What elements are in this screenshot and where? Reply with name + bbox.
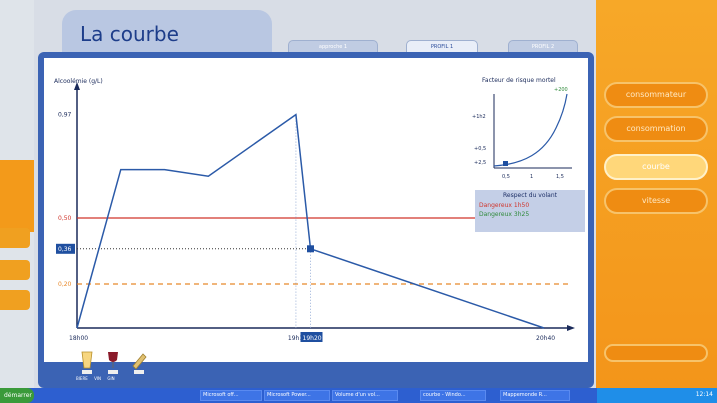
menu-consommation-button[interactable]: consommation [604,116,708,142]
main-window: La courbe approche 1 PROFIL 1 PROFIL 2 A… [38,10,594,388]
x-tick-highlight [300,332,323,342]
system-tray: 12:14 [597,388,717,403]
bottle-icon[interactable] [130,350,148,376]
y-tick-labels: 0,97 0,50 0,36 0,20 [56,112,75,288]
current-point-marker [307,245,314,253]
x-tick-label-0: 18h00 [69,335,88,342]
menu-bottom-button[interactable] [604,344,708,362]
legend-box: Respect du volant Dangereux 1h50 Dangere… [475,190,585,232]
y-tick-highlight [56,243,75,254]
chart-area: Alcoolémie (g/L) 0,97 0,50 0,36 0,20 18h00 1… [44,58,588,362]
x-tick-label-3: 20h40 [536,335,555,342]
drink-label-beer: BIERE [76,376,88,381]
risk-x-label-2: 1 [530,174,533,180]
risk-chart-top-label: +200 [554,87,568,93]
beer-glass-icon[interactable] [78,350,96,376]
legend-title: Respect du volant [502,192,557,199]
background-button-1[interactable] [0,228,30,248]
y-axis-label: Alcoolémie (g/L) [54,78,103,85]
risk-curve [493,93,568,167]
background-button-3[interactable] [0,290,30,310]
risk-y-label-2: +0,5 [474,146,486,152]
taskbar-item-4[interactable]: courbe - Windo... [420,390,486,401]
menu-courbe-button[interactable]: courbe [604,154,708,180]
drink-label-wine: VIN [94,376,102,381]
taskbar: démarrer Microsoft off... Microsoft Powe… [0,388,717,403]
guide-lines [77,114,311,328]
risk-x-label-3: 1,5 [556,174,564,180]
content-frame: Alcoolémie (g/L) 0,97 0,50 0,36 0,20 18h00 1… [38,52,594,388]
menu-vitesse-button[interactable]: vitesse [604,188,708,214]
y-tick-label-0: 0,97 [58,112,72,119]
taskbar-item-2[interactable]: Microsoft Power... [264,390,330,401]
right-navigation-panel: consommateur consommation courbe vitesse [596,0,717,388]
risk-y-label-1: +1h2 [472,114,486,120]
y-tick-label-2: 0,36 [58,246,72,253]
y-axis-arrow [74,82,80,90]
alcohol-curve-line [76,113,545,329]
risk-y-label-3: +2,5 [474,160,486,166]
x-tick-label-1: 19h15 [288,335,307,342]
risk-marker [503,161,508,166]
taskbar-item-1[interactable]: Microsoft off... [200,390,262,401]
background-window-strip [0,0,34,388]
drink-label-gin: GIN [107,376,115,381]
drink-labels: BIERE VIN GIN [76,376,156,381]
start-button[interactable]: démarrer [0,388,34,403]
wine-glass-icon[interactable] [104,350,122,376]
risk-x-label-1: 0,5 [502,174,510,180]
legend-item-red: Dangereux 1h50 [479,202,530,209]
background-orange-panel [0,160,34,232]
x-tick-label-2: 19h20 [303,335,322,342]
legend-item-green: Dangereux 3h25 [479,211,530,218]
x-axis-arrow [567,325,575,331]
risk-mini-chart: Facteur de risque mortel +200 +1h2 +0,5 … [472,77,572,180]
menu-consommateur-button[interactable]: consommateur [604,82,708,108]
page-title: La courbe [80,22,179,46]
taskbar-item-3[interactable]: Volume d'un vol... [332,390,398,401]
clock: 12:14 [695,391,713,398]
taskbar-item-5[interactable]: Mappemonde R... [500,390,570,401]
title-tab [62,10,272,54]
y-tick-label-3: 0,20 [58,281,72,288]
risk-chart-title: Facteur de risque mortel [482,77,556,84]
background-button-2[interactable] [0,260,30,280]
y-tick-label-1: 0,50 [58,215,72,222]
